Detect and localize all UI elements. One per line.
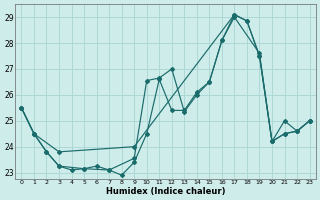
X-axis label: Humidex (Indice chaleur): Humidex (Indice chaleur): [106, 187, 225, 196]
